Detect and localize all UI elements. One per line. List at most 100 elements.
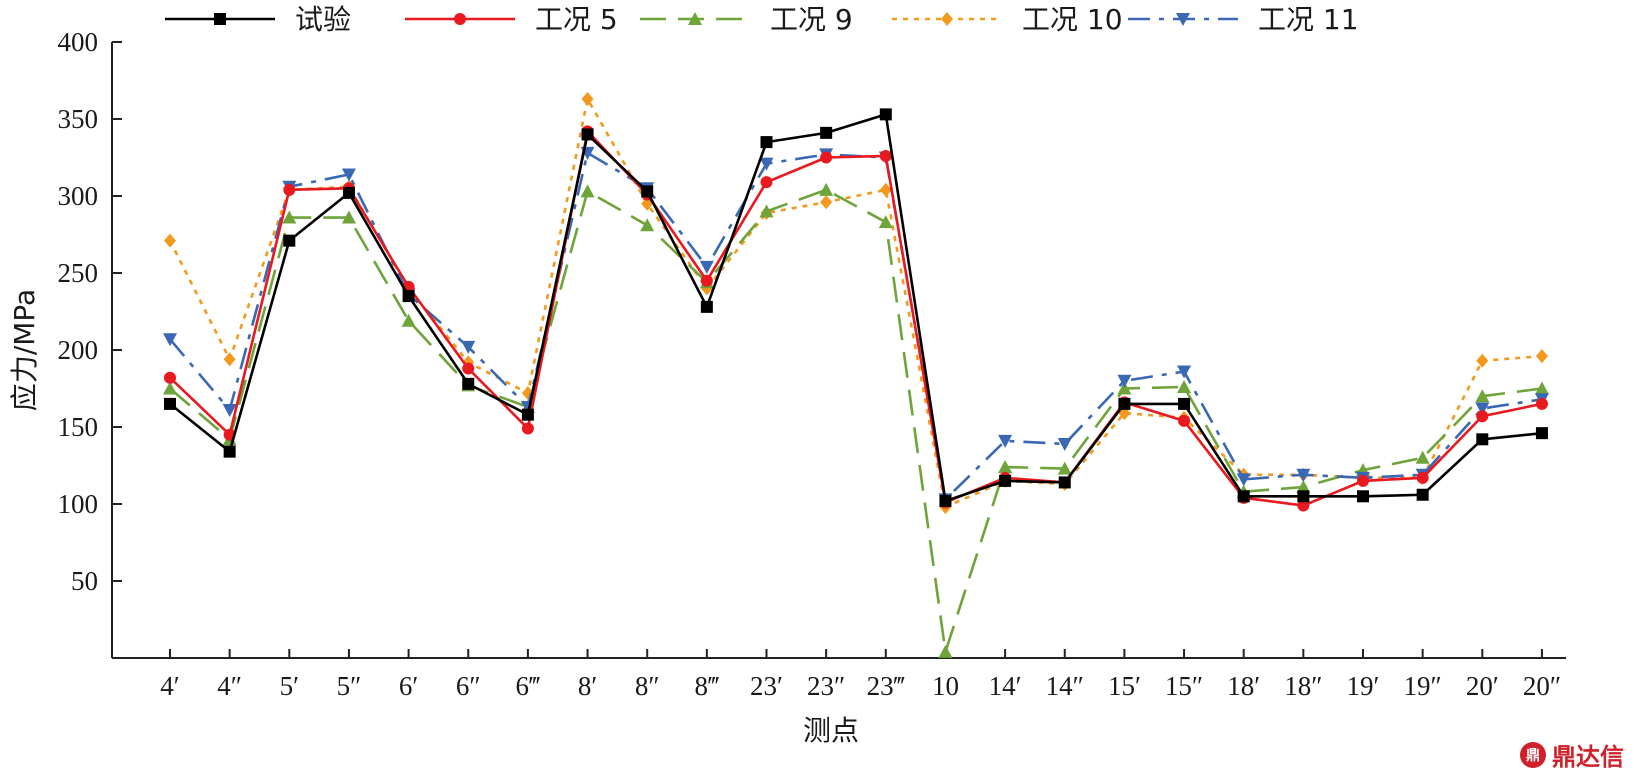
data-point-square [1357, 490, 1369, 503]
data-point-triangle-down [341, 168, 356, 182]
data-point-square [342, 186, 355, 199]
data-point-square [1058, 476, 1071, 489]
data-point-square [1416, 488, 1429, 501]
data-point-square [700, 300, 713, 313]
data-point-triangle-down [461, 340, 476, 354]
x-tick-label: 19″ [1404, 671, 1442, 701]
data-point-circle [1178, 414, 1191, 427]
data-point-square [521, 408, 534, 421]
series-line [169, 130, 1543, 507]
x-tick-label: 20′ [1466, 671, 1499, 701]
y-tick-label: 400 [58, 27, 99, 57]
data-point-triangle-down [699, 260, 714, 274]
data-point-triangle-down [222, 404, 237, 418]
data-point-triangle [401, 313, 416, 327]
x-tick-label: 4′ [160, 671, 179, 701]
series-line [169, 188, 1543, 654]
legend-label: 工况 10 [1022, 3, 1123, 36]
data-point-circle [760, 176, 773, 189]
data-point-circle [1357, 474, 1369, 487]
data-point-diamond [820, 195, 833, 210]
data-point-circle [879, 149, 892, 162]
x-tick-label: 23″ [807, 671, 845, 701]
series-4 [163, 146, 1549, 507]
x-tick-label: 18″ [1284, 671, 1322, 701]
data-point-square [879, 108, 892, 121]
y-axis-title: 应力/MPa [8, 289, 41, 411]
data-point-triangle-down [998, 434, 1013, 448]
x-tick-label: 5′ [280, 671, 299, 701]
data-point-triangle [1057, 461, 1072, 475]
series-line [168, 97, 1543, 509]
y-tick-label: 150 [58, 412, 99, 442]
data-point-circle [283, 183, 296, 196]
data-point-triangle [938, 644, 953, 658]
data-point-square [820, 126, 833, 139]
data-point-circle [454, 13, 466, 25]
x-tick-label: 4″ [217, 671, 242, 701]
data-point-square [223, 445, 236, 458]
data-point-square [402, 290, 415, 303]
data-point-triangle-down [1177, 365, 1192, 379]
legend-item: 工况 11 [1128, 3, 1359, 36]
data-point-triangle [1415, 450, 1430, 464]
y-tick-label: 250 [58, 258, 99, 288]
data-point-square [462, 377, 475, 390]
legend-label: 试验 [295, 3, 351, 36]
x-tick-label: 5″ [337, 671, 362, 701]
data-point-triangle [1534, 381, 1549, 395]
data-point-square [999, 474, 1012, 487]
x-tick-label: 23′ [750, 671, 783, 701]
data-point-triangle [819, 182, 834, 196]
data-point-triangle [878, 215, 893, 229]
x-tick-label: 23‴ [867, 671, 905, 701]
data-point-triangle [998, 460, 1013, 474]
y-tick-label: 100 [58, 489, 99, 519]
series-0 [164, 108, 1548, 507]
x-tick-label: 8′ [578, 671, 597, 701]
data-point-square [214, 13, 226, 25]
series-line [169, 113, 1543, 503]
data-point-circle [820, 151, 833, 164]
x-tick-label: 15″ [1165, 671, 1203, 701]
data-point-triangle [282, 210, 297, 224]
data-point-diamond [223, 352, 236, 367]
data-point-triangle-down [1475, 402, 1490, 416]
y-tick-label: 350 [58, 104, 99, 134]
legend-label: 工况 5 [535, 3, 618, 36]
data-point-triangle [341, 210, 356, 224]
watermark-text: 鼎达信 [1552, 743, 1624, 771]
series-1 [164, 125, 1548, 512]
data-point-diamond [941, 12, 953, 26]
data-point-circle [164, 371, 176, 384]
watermark: 鼎 鼎达信 [1520, 737, 1624, 772]
data-point-square [1118, 397, 1131, 410]
data-point-square [1476, 433, 1489, 446]
data-point-circle [1297, 499, 1310, 512]
x-axis-title: 测点 [803, 714, 859, 747]
data-point-triangle-down [1236, 473, 1251, 487]
x-tick-label: 14′ [989, 671, 1022, 701]
y-tick-label: 300 [58, 181, 99, 211]
data-point-diamond [164, 233, 176, 248]
data-point-circle [1476, 410, 1489, 423]
data-point-triangle-down [1057, 437, 1072, 451]
y-tick-label: 200 [58, 335, 99, 365]
chart-axes: 50 100 150 200 250 300 350 400 4′ 4″ 5′ 5″ 6′ 6″ 6‴ 8′ 8… [58, 27, 1566, 701]
legend-item: 工况 9 [640, 3, 853, 36]
data-point-circle [1416, 471, 1429, 484]
data-point-triangle [1296, 480, 1311, 494]
legend-item: 工况 5 [405, 3, 618, 36]
data-point-triangle-down [759, 157, 774, 171]
data-point-square [1237, 490, 1250, 503]
data-point-diamond [879, 182, 892, 197]
data-point-square [1178, 397, 1191, 410]
data-point-diamond [1535, 349, 1548, 364]
data-point-square [641, 185, 654, 198]
data-point-square [1297, 490, 1310, 503]
data-point-diamond [581, 91, 594, 106]
data-point-triangle [688, 12, 702, 25]
data-point-triangle [1177, 379, 1192, 393]
data-point-diamond [1476, 353, 1489, 368]
